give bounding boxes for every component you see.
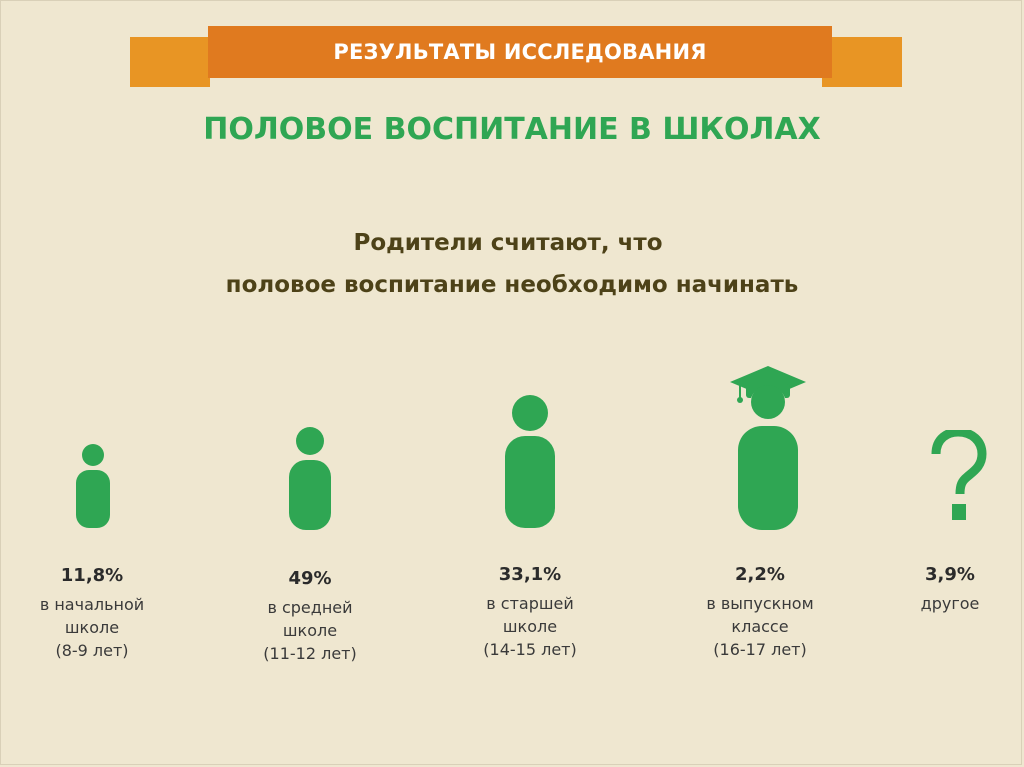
stat-desc-line-1: в старшей (486, 594, 574, 613)
stat-percent: 3,9% (925, 564, 975, 585)
stat-desc-line-2: классе (731, 617, 789, 636)
subtitle: Родители считают, что половое воспитание… (0, 222, 1024, 306)
stat-item: 33,1% в старшей школе (14-15 лет) (440, 563, 620, 661)
graduate-icon (730, 366, 806, 530)
stat-item: 49% в средней школе (11-12 лет) (220, 567, 400, 665)
stat-item: 11,8% в начальной школе (8-9 лет) (2, 564, 182, 662)
banner-tail-left (130, 37, 210, 87)
stat-desc-line-1: другое (920, 594, 980, 613)
subtitle-line-1: Родители считают, что (353, 230, 663, 256)
stat-percent: 11,8% (60, 565, 124, 586)
banner-text: РЕЗУЛЬТАТЫ ИССЛЕДОВАНИЯ (333, 40, 707, 64)
stat-item: 3,9% другое (860, 563, 1024, 615)
banner-tail-right (822, 37, 902, 87)
child-medium-icon (289, 427, 331, 530)
stat-percent: 49% (288, 568, 332, 589)
stat-desc-line-1: в начальной (39, 595, 145, 614)
stat-item: 2,2% в выпускном классе (16-17 лет) (670, 563, 850, 661)
stat-desc-line-2: школе (502, 617, 558, 636)
teen-icon (505, 395, 555, 528)
stat-desc-line-3: (11-12 лет) (263, 644, 357, 663)
stat-desc-line-1: в выпускном (706, 594, 814, 613)
subtitle-line-2: половое воспитание необходимо начинать (225, 272, 799, 298)
question-mark-icon (931, 430, 987, 520)
stat-desc-line-3: (8-9 лет) (55, 641, 129, 660)
stat-percent: 2,2% (735, 564, 785, 585)
stat-percent: 33,1% (498, 564, 562, 585)
banner: РЕЗУЛЬТАТЫ ИССЛЕДОВАНИЯ (208, 26, 832, 78)
stat-desc-line-2: школе (282, 621, 338, 640)
child-small-icon (76, 444, 110, 528)
stat-desc-line-3: (14-15 лет) (483, 640, 577, 659)
page-title: ПОЛОВОЕ ВОСПИТАНИЕ В ШКОЛАХ (203, 112, 821, 147)
stat-desc-line-2: школе (64, 618, 120, 637)
stat-desc-line-3: (16-17 лет) (713, 640, 807, 659)
stat-desc-line-1: в средней (267, 598, 353, 617)
